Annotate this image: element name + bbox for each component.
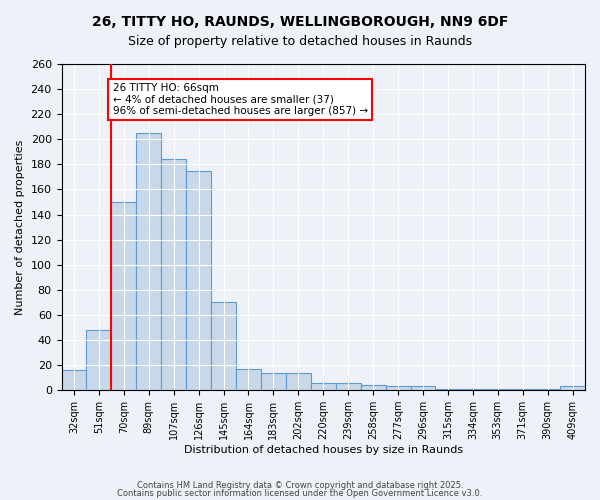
Bar <box>211 302 236 390</box>
Bar <box>161 160 186 390</box>
Bar <box>460 389 485 390</box>
Y-axis label: Number of detached properties: Number of detached properties <box>15 140 25 315</box>
Bar <box>336 382 361 390</box>
Bar <box>286 372 311 390</box>
Bar <box>410 386 436 390</box>
Bar <box>62 370 86 390</box>
Bar <box>386 386 410 390</box>
Text: 26, TITTY HO, RAUNDS, WELLINGBOROUGH, NN9 6DF: 26, TITTY HO, RAUNDS, WELLINGBOROUGH, NN… <box>92 15 508 29</box>
Bar <box>510 389 535 390</box>
Bar <box>236 369 261 390</box>
Bar <box>261 372 286 390</box>
Bar <box>311 382 336 390</box>
Bar <box>86 330 112 390</box>
Bar <box>560 386 585 390</box>
Bar <box>361 385 386 390</box>
Bar <box>186 170 211 390</box>
Bar <box>112 202 136 390</box>
Bar <box>535 389 560 390</box>
Text: 26 TITTY HO: 66sqm
← 4% of detached houses are smaller (37)
96% of semi-detached: 26 TITTY HO: 66sqm ← 4% of detached hous… <box>113 83 368 116</box>
Text: Contains HM Land Registry data © Crown copyright and database right 2025.: Contains HM Land Registry data © Crown c… <box>137 481 463 490</box>
Text: Contains public sector information licensed under the Open Government Licence v3: Contains public sector information licen… <box>118 488 482 498</box>
Bar <box>485 389 510 390</box>
Bar <box>436 389 460 390</box>
Bar <box>136 133 161 390</box>
X-axis label: Distribution of detached houses by size in Raunds: Distribution of detached houses by size … <box>184 445 463 455</box>
Text: Size of property relative to detached houses in Raunds: Size of property relative to detached ho… <box>128 35 472 48</box>
